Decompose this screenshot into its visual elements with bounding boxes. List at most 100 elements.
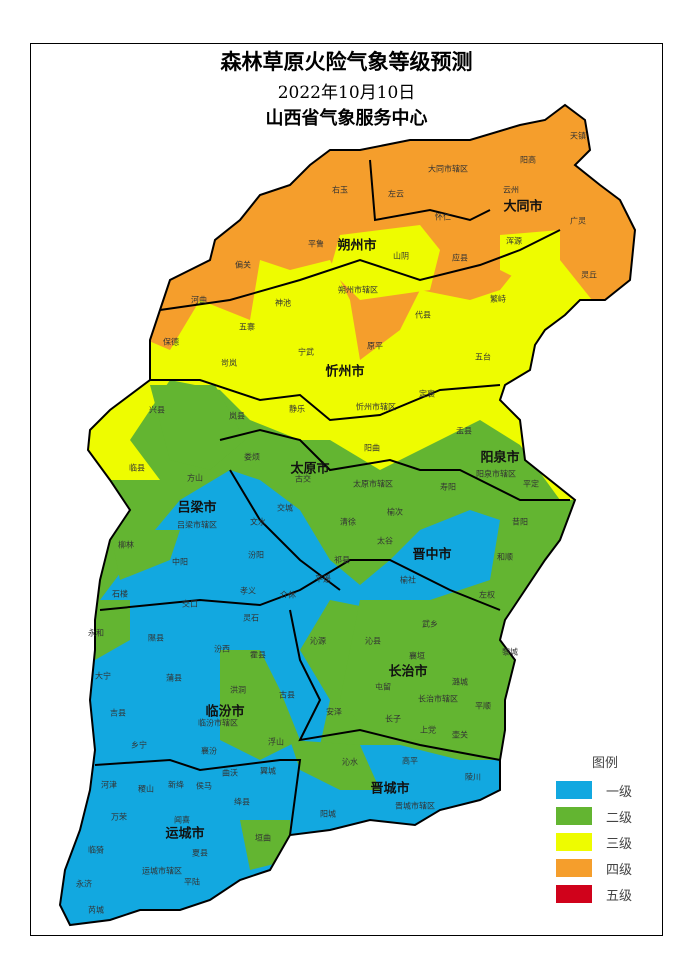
county-label: 河津 bbox=[101, 780, 117, 790]
issuer: 山西省气象服务中心 bbox=[265, 108, 428, 129]
county-label: 阳高 bbox=[520, 155, 536, 165]
legend-swatch bbox=[556, 885, 592, 903]
legend: 图例 一级 二级 三级 四级 五级 bbox=[550, 752, 650, 907]
county-label: 襄汾 bbox=[201, 746, 217, 756]
county-label: 太原市辖区 bbox=[353, 479, 393, 489]
county-label: 岚县 bbox=[229, 411, 245, 421]
city-label: 太原市 bbox=[290, 461, 330, 477]
county-label: 夏县 bbox=[192, 848, 208, 858]
city-boundary bbox=[289, 609, 501, 761]
county-label: 万荣 bbox=[111, 812, 127, 822]
county-label: 和顺 bbox=[497, 552, 513, 562]
county-label: 方山 bbox=[187, 473, 203, 483]
county-label: 霍县 bbox=[250, 650, 266, 660]
city-boundary bbox=[94, 758, 302, 836]
county-label: 永和 bbox=[88, 628, 104, 638]
legend-label: 二级 bbox=[606, 810, 633, 826]
county-label: 临猗 bbox=[88, 845, 104, 855]
county-label: 大同市辖区 bbox=[428, 164, 468, 174]
county-label: 忻州市辖区 bbox=[356, 402, 396, 412]
county-label: 古县 bbox=[279, 690, 295, 700]
county-label: 朔州市辖区 bbox=[338, 285, 378, 295]
city-boundary bbox=[219, 428, 570, 501]
city-label: 朔州市 bbox=[337, 238, 377, 254]
county-label: 高平 bbox=[402, 756, 418, 766]
county-label: 山阴 bbox=[393, 251, 409, 261]
county-label: 长子 bbox=[385, 714, 401, 724]
county-label: 洪洞 bbox=[230, 685, 246, 695]
county-label: 平定 bbox=[523, 479, 539, 489]
county-label: 芮城 bbox=[88, 905, 104, 915]
county-label: 兴县 bbox=[149, 405, 165, 415]
county-label: 静乐 bbox=[289, 404, 305, 414]
county-label: 石楼 bbox=[112, 589, 128, 599]
county-label: 娄烦 bbox=[244, 452, 260, 462]
legend-swatch bbox=[556, 859, 592, 877]
county-label: 阳曲 bbox=[364, 443, 380, 453]
county-label: 五台 bbox=[475, 352, 491, 362]
county-label: 永济 bbox=[76, 879, 92, 889]
city-label: 晋城市 bbox=[370, 781, 410, 797]
legend-swatch bbox=[556, 807, 592, 825]
county-label: 宁武 bbox=[298, 347, 314, 357]
risk-zone-level2-patch bbox=[90, 600, 130, 660]
county-label: 阳泉市辖区 bbox=[476, 469, 516, 479]
risk-zone-level2-patch bbox=[110, 530, 180, 580]
county-label: 黎城 bbox=[502, 647, 518, 657]
county-label: 闻喜 bbox=[174, 815, 190, 825]
county-label: 原平 bbox=[367, 341, 383, 351]
county-label: 清徐 bbox=[340, 517, 356, 527]
county-label: 代县 bbox=[415, 310, 431, 320]
legend-item: 一级 bbox=[550, 777, 650, 803]
county-label: 孝义 bbox=[240, 586, 256, 596]
county-label: 介休 bbox=[280, 590, 296, 600]
county-label: 浮山 bbox=[268, 737, 284, 747]
county-label: 平鲁 bbox=[308, 239, 324, 249]
county-label: 平遥 bbox=[315, 574, 331, 584]
county-label: 盂县 bbox=[456, 426, 472, 436]
legend-item: 五级 bbox=[550, 881, 650, 907]
county-label: 临县 bbox=[129, 463, 145, 473]
county-label: 古交 bbox=[295, 474, 311, 484]
county-label: 运城市辖区 bbox=[142, 866, 182, 876]
county-label: 吉县 bbox=[110, 708, 126, 718]
county-label: 五寨 bbox=[239, 322, 255, 332]
city-label: 晋中市 bbox=[412, 547, 452, 563]
county-label: 壶关 bbox=[452, 730, 468, 740]
county-label: 乡宁 bbox=[131, 740, 147, 750]
county-label: 文水 bbox=[250, 517, 266, 527]
county-label: 汾西 bbox=[214, 644, 230, 654]
county-label: 广灵 bbox=[570, 216, 586, 226]
county-label: 岢岚 bbox=[221, 358, 237, 368]
county-label: 沁水 bbox=[342, 757, 358, 767]
county-label: 繁峙 bbox=[490, 294, 506, 304]
county-label: 蒲县 bbox=[166, 673, 182, 683]
county-label: 左云 bbox=[388, 189, 404, 199]
risk-zone-level2-patch bbox=[220, 650, 300, 760]
legend-title: 图例 bbox=[591, 756, 618, 771]
county-label: 潞城 bbox=[452, 677, 468, 687]
legend-swatch bbox=[556, 781, 592, 799]
county-label: 应县 bbox=[452, 253, 468, 263]
county-label: 稷山 bbox=[138, 784, 154, 794]
county-label: 绛县 bbox=[234, 797, 250, 807]
county-label: 沁县 bbox=[365, 636, 381, 646]
county-label: 浑源 bbox=[506, 236, 522, 246]
risk-zone-level2-patch bbox=[340, 600, 520, 760]
county-label: 保德 bbox=[163, 337, 179, 347]
county-label: 定襄 bbox=[419, 389, 435, 399]
county-label: 柳林 bbox=[118, 540, 134, 550]
city-boundary bbox=[99, 559, 501, 611]
county-label: 榆次 bbox=[387, 507, 403, 517]
county-label: 河曲 bbox=[191, 295, 207, 305]
county-label: 太谷 bbox=[377, 536, 393, 546]
county-label: 怀仁 bbox=[435, 212, 451, 222]
county-label: 临汾市辖区 bbox=[198, 718, 238, 728]
county-label: 云州 bbox=[503, 185, 519, 195]
risk-zone-level3-patch bbox=[330, 225, 440, 300]
legend-item: 二级 bbox=[550, 803, 650, 829]
county-label: 交城 bbox=[277, 503, 293, 513]
city-label: 阳泉市 bbox=[480, 450, 520, 466]
city-label: 大同市 bbox=[503, 199, 543, 215]
